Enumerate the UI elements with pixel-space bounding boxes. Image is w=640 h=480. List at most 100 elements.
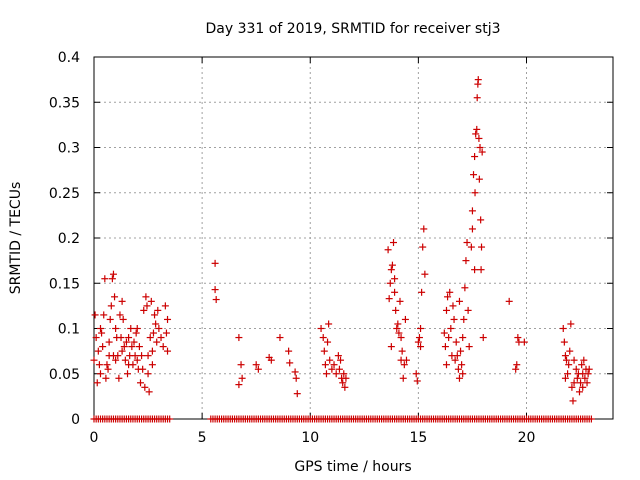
- data-point: [470, 171, 478, 179]
- data-point: [397, 334, 405, 342]
- data-point-zero: [587, 415, 595, 423]
- data-point: [475, 175, 483, 183]
- data-point: [125, 361, 133, 369]
- data-point: [267, 356, 275, 364]
- data-point: [99, 343, 107, 351]
- data-point: [479, 334, 487, 342]
- data-point: [237, 361, 245, 369]
- data-point: [293, 390, 301, 398]
- data-point: [286, 359, 294, 367]
- data-point: [415, 334, 423, 342]
- data-point: [326, 356, 334, 364]
- data-point: [446, 288, 454, 296]
- data-point: [140, 306, 148, 314]
- data-point: [148, 361, 156, 369]
- data-point: [112, 325, 120, 332]
- data-point: [135, 343, 143, 351]
- data-point: [337, 356, 345, 364]
- data-point: [117, 334, 125, 342]
- data-point: [118, 347, 126, 355]
- data-point: [107, 302, 115, 310]
- data-point: [157, 334, 165, 342]
- data-point: [100, 311, 108, 319]
- data-point: [94, 347, 102, 355]
- y-tick-label: 0.05: [49, 367, 80, 383]
- data-point: [109, 352, 117, 360]
- data-point: [444, 293, 452, 301]
- data-point: [561, 374, 569, 382]
- data-point: [569, 397, 577, 405]
- data-point: [476, 144, 484, 151]
- data-point: [116, 311, 124, 319]
- data-point: [238, 374, 246, 382]
- data-point: [136, 379, 144, 387]
- data-point: [450, 315, 458, 323]
- data-point: [442, 306, 450, 314]
- data-point: [108, 275, 116, 283]
- data-point: [131, 352, 139, 360]
- data-point: [387, 343, 395, 351]
- data-point: [138, 352, 146, 360]
- data-point: [390, 239, 398, 247]
- data-point: [105, 338, 113, 346]
- data-point: [578, 361, 586, 369]
- data-point: [577, 379, 585, 387]
- data-point: [330, 361, 338, 369]
- data-point: [583, 379, 591, 387]
- data-point: [464, 306, 472, 314]
- data-point: [322, 370, 330, 378]
- data-point: [420, 225, 428, 233]
- data-point: [573, 374, 581, 382]
- data-point: [468, 207, 476, 215]
- chart-title: Day 331 of 2019, SRMTID for receiver stj…: [206, 21, 501, 37]
- data-point: [324, 338, 332, 346]
- y-tick-label: 0.35: [49, 95, 80, 111]
- data-point: [91, 311, 99, 319]
- data-point: [341, 383, 349, 391]
- data-point: [462, 257, 470, 265]
- data-point: [139, 365, 147, 373]
- data-point: [392, 306, 400, 314]
- data-point: [514, 334, 522, 342]
- x-axis-label: GPS time / hours: [294, 459, 411, 475]
- data-point: [96, 370, 104, 378]
- grid: [94, 57, 613, 419]
- data-point: [132, 329, 140, 337]
- data-point: [386, 279, 394, 287]
- data-point: [148, 347, 156, 355]
- data-point: [584, 370, 592, 378]
- data-point: [473, 125, 481, 133]
- data-point: [471, 266, 479, 274]
- data-point: [475, 134, 483, 142]
- y-tick-labels: 0 0.05 0.1 0.15 0.2 0.25 0.3 0.35 0.4: [49, 50, 80, 428]
- data-point: [455, 297, 463, 305]
- data-point: [142, 293, 150, 301]
- data-point: [93, 379, 101, 387]
- data-points: [90, 76, 595, 423]
- data-point: [455, 374, 463, 382]
- data-point: [567, 320, 575, 328]
- data-point: [421, 270, 429, 278]
- data-point: [400, 361, 408, 369]
- data-point: [149, 329, 157, 337]
- data-point: [276, 334, 284, 342]
- data-point: [418, 288, 426, 296]
- data-point: [291, 368, 299, 376]
- data-point: [560, 338, 568, 346]
- data-point: [130, 338, 138, 346]
- data-point: [161, 302, 169, 310]
- data-point: [393, 325, 401, 332]
- data-point: [285, 347, 293, 355]
- data-point: [441, 343, 449, 351]
- data-point: [92, 334, 100, 342]
- data-point: [563, 356, 571, 364]
- data-point: [579, 383, 587, 391]
- data-point: [145, 388, 153, 396]
- data-point: [292, 374, 300, 382]
- data-point: [566, 347, 574, 355]
- x-tick-labels: 0 5 10 15 20: [90, 430, 536, 446]
- data-point: [235, 381, 243, 389]
- data-point: [319, 334, 327, 342]
- data-point: [419, 243, 427, 251]
- data-point: [398, 347, 406, 355]
